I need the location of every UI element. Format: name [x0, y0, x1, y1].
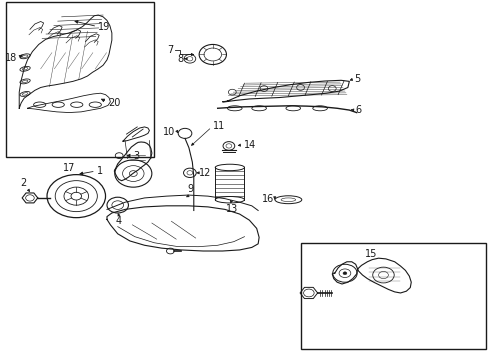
Text: 12: 12: [199, 168, 211, 178]
Text: 5: 5: [353, 74, 360, 84]
Text: 17: 17: [62, 163, 75, 173]
Text: 18: 18: [4, 53, 17, 63]
Text: 19: 19: [98, 22, 110, 32]
Text: 9: 9: [187, 184, 194, 194]
Text: 15: 15: [365, 249, 377, 259]
Text: 4: 4: [115, 216, 122, 226]
Text: 13: 13: [226, 204, 238, 214]
Bar: [300, 243, 485, 348]
Text: 10: 10: [163, 127, 175, 136]
Circle shape: [342, 272, 346, 275]
Text: 11: 11: [212, 121, 224, 131]
Text: 3: 3: [134, 150, 140, 161]
Text: 20: 20: [108, 98, 120, 108]
Text: 16: 16: [261, 194, 273, 204]
Text: 8: 8: [177, 54, 183, 64]
Bar: [5, 3, 154, 157]
Text: 14: 14: [243, 140, 255, 150]
Text: 2: 2: [20, 178, 26, 188]
Text: 6: 6: [355, 105, 361, 115]
Text: 7: 7: [167, 45, 173, 55]
Text: 1: 1: [97, 166, 103, 176]
